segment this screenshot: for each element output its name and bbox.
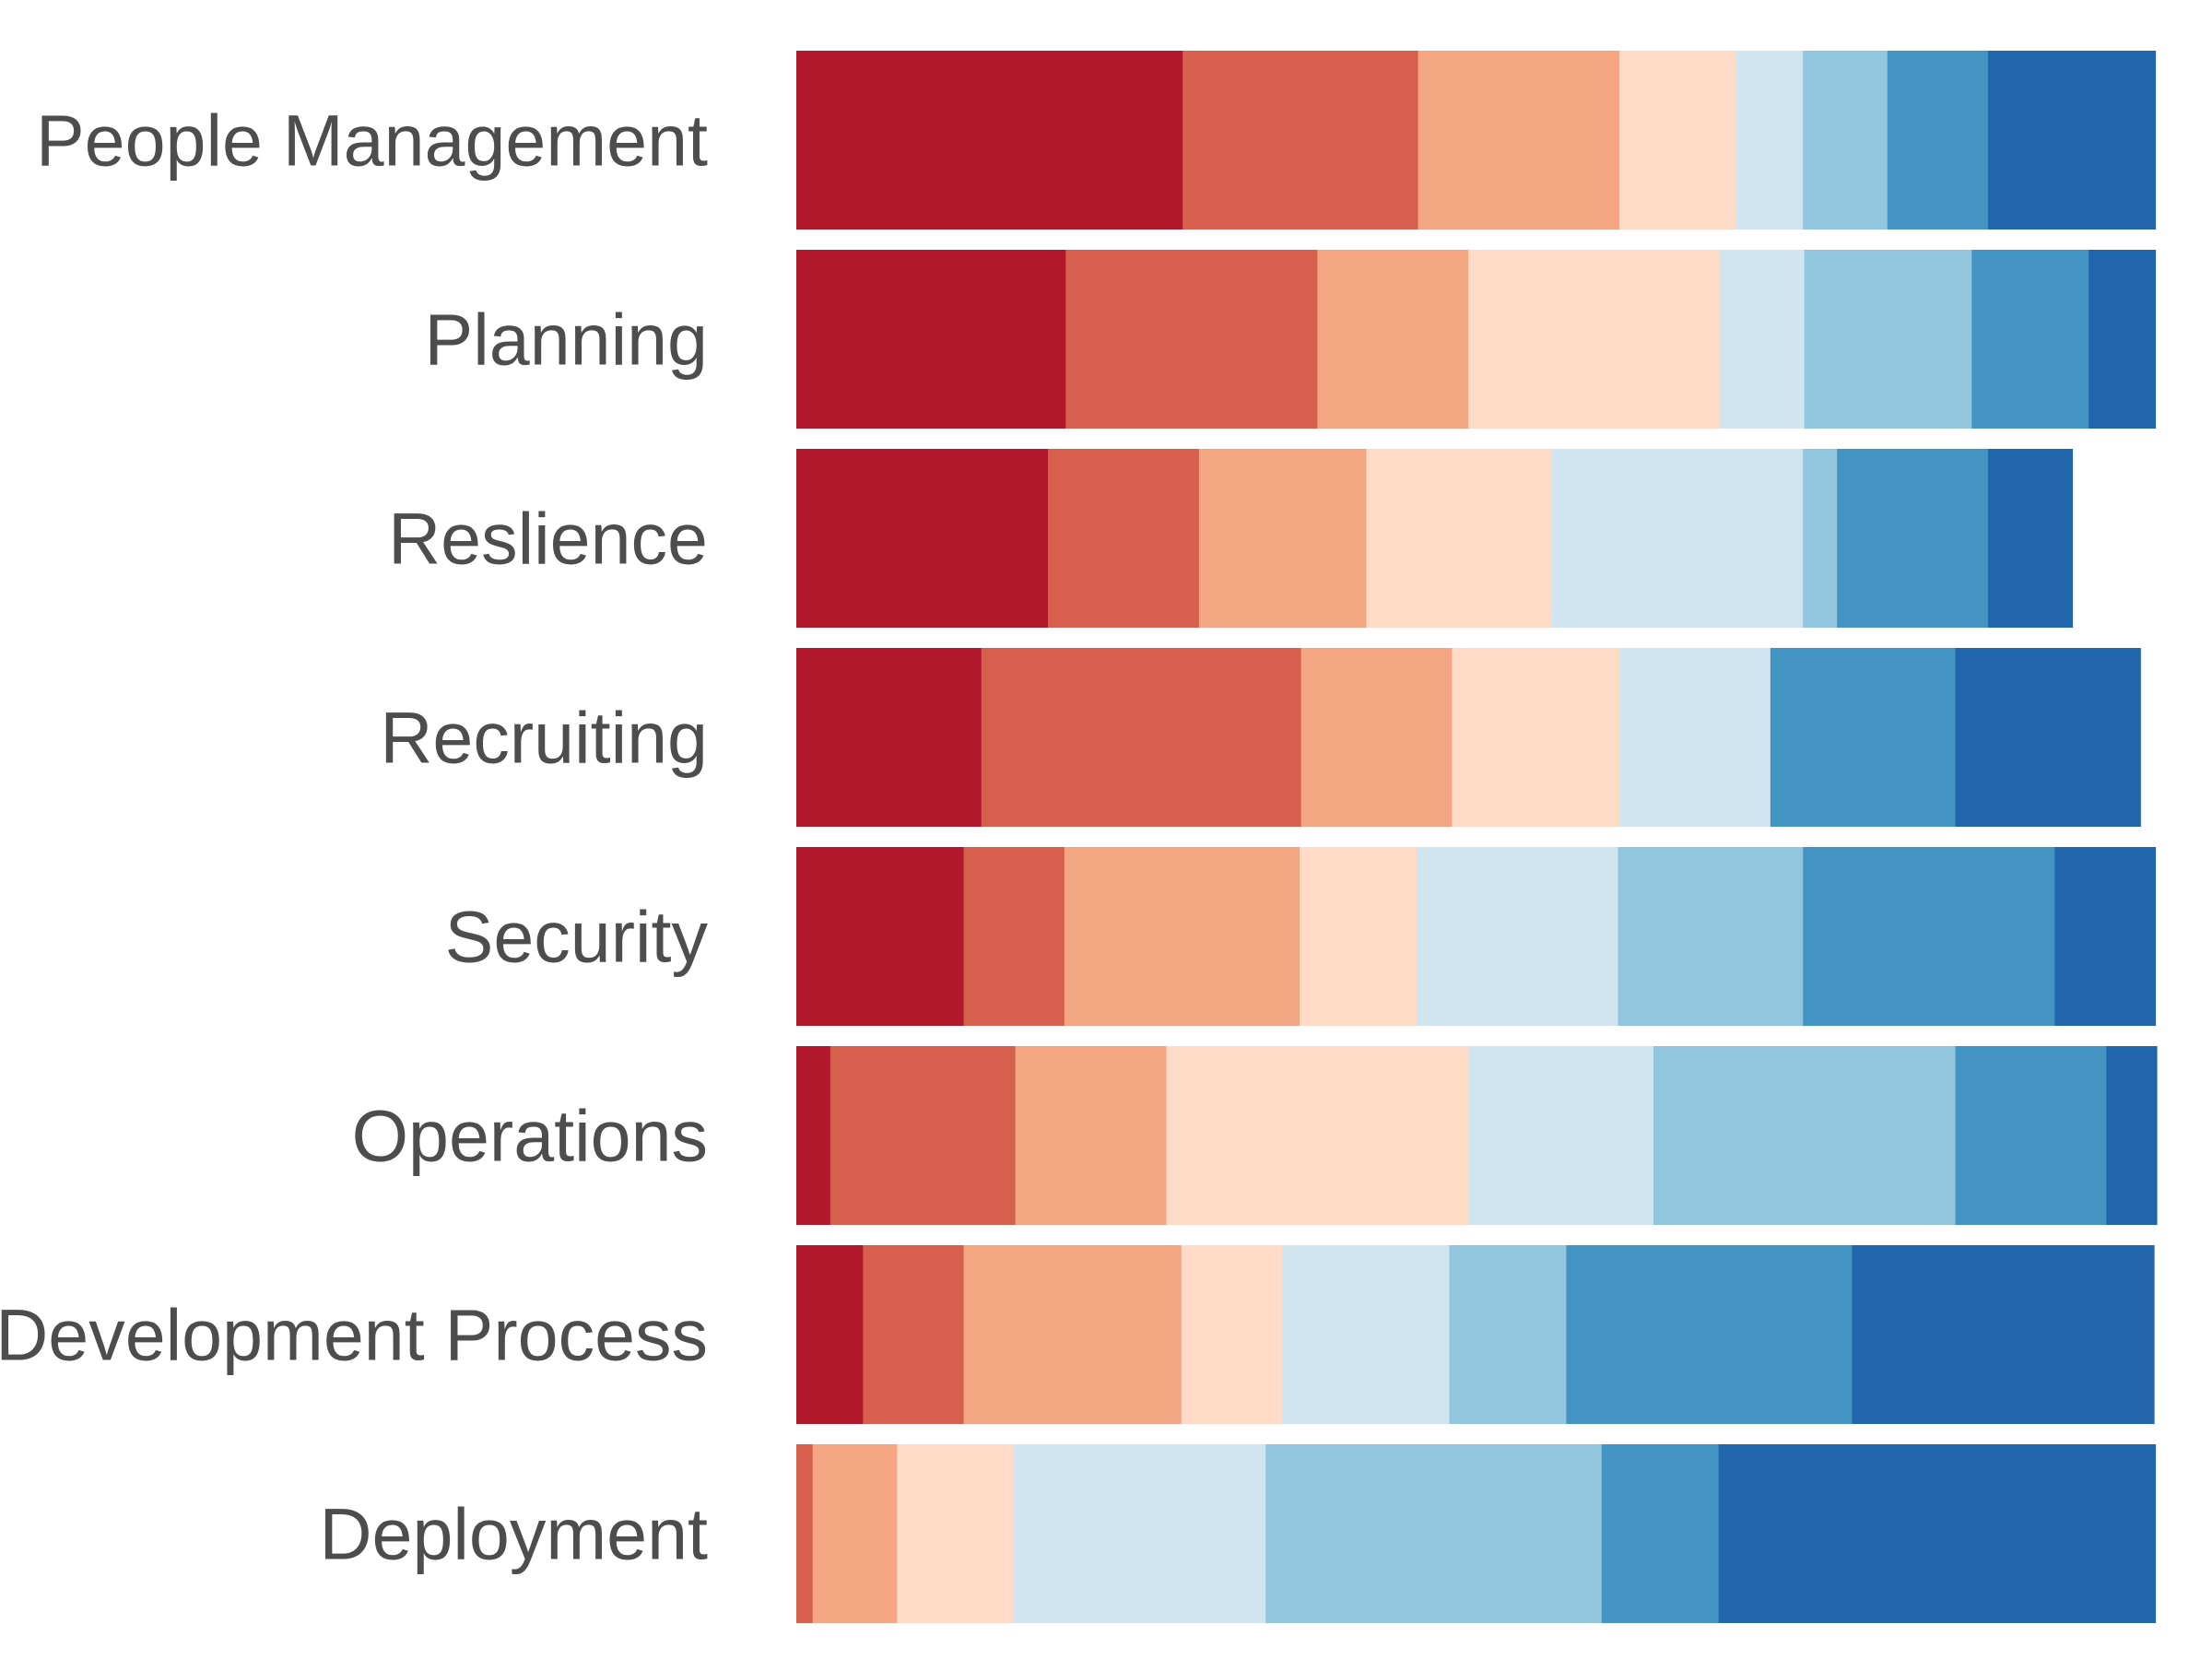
category-label-security: Security xyxy=(445,896,709,978)
bar-segment-reslience-8 xyxy=(1987,449,2074,628)
bar-segment-development-process-1 xyxy=(796,1245,864,1424)
bar-segment-recruiting-2 xyxy=(981,648,1302,827)
bar-segment-security-6 xyxy=(1618,847,1804,1026)
category-label-people-management: People Management xyxy=(36,100,708,182)
bar-segment-people-management-1 xyxy=(796,51,1183,229)
bar-segment-development-process-2 xyxy=(863,1245,965,1424)
bar-segment-reslience-1 xyxy=(796,449,1049,628)
bar-segment-deployment-4 xyxy=(897,1444,1015,1623)
bar-segment-operations-8 xyxy=(2106,1046,2158,1225)
bar-segment-reslience-5 xyxy=(1551,449,1804,628)
bar-segment-operations-1 xyxy=(796,1046,831,1225)
category-labels: People Management Planning Reslience Recrui… xyxy=(0,100,708,1575)
category-label-development-process: Development Process xyxy=(0,1294,708,1376)
bar-segment-development-process-5 xyxy=(1281,1245,1451,1424)
bar-segment-people-management-3 xyxy=(1418,51,1620,229)
bar-segment-operations-3 xyxy=(1015,1046,1168,1225)
bar-segment-recruiting-3 xyxy=(1300,648,1453,827)
bar-segment-planning-8 xyxy=(2088,250,2157,429)
bar-segment-people-management-4 xyxy=(1618,51,1737,229)
bar-segment-recruiting-7 xyxy=(1770,648,1957,827)
bar-segment-people-management-7 xyxy=(1887,51,1989,229)
bar-segment-security-8 xyxy=(2054,847,2157,1026)
bar-segment-reslience-3 xyxy=(1198,449,1368,628)
bar-segment-deployment-8 xyxy=(1718,1444,2157,1623)
bar-segment-security-7 xyxy=(1803,847,2055,1026)
bar-segment-security-5 xyxy=(1417,847,1619,1026)
bar-segment-recruiting-8 xyxy=(1955,648,2141,827)
bar-segment-reslience-7 xyxy=(1837,449,1989,628)
bar-segment-operations-6 xyxy=(1653,1046,1957,1225)
bar-segment-deployment-6 xyxy=(1265,1444,1603,1623)
bars-group xyxy=(796,51,2158,1623)
category-label-deployment: Deployment xyxy=(319,1493,708,1575)
bar-segment-development-process-6 xyxy=(1449,1245,1568,1424)
bar-segment-planning-3 xyxy=(1317,250,1469,429)
bar-segment-operations-7 xyxy=(1955,1046,2107,1225)
bar-segment-planning-7 xyxy=(1971,250,2089,429)
bar-segment-people-management-6 xyxy=(1803,51,1888,229)
bar-segment-deployment-5 xyxy=(1014,1444,1266,1623)
category-label-recruiting: Recruiting xyxy=(380,697,708,779)
bar-segment-recruiting-5 xyxy=(1618,648,1771,827)
bar-segment-planning-2 xyxy=(1065,250,1318,429)
bar-segment-recruiting-4 xyxy=(1452,648,1620,827)
bar-segment-development-process-3 xyxy=(963,1245,1182,1424)
bar-segment-planning-5 xyxy=(1720,250,1806,429)
bar-segment-reslience-2 xyxy=(1048,449,1200,628)
bar-segment-people-management-2 xyxy=(1182,51,1419,229)
bar-segment-people-management-8 xyxy=(1987,51,2157,229)
bar-segment-planning-1 xyxy=(796,250,1066,429)
bar-segment-development-process-4 xyxy=(1181,1245,1283,1424)
category-label-operations: Operations xyxy=(352,1095,708,1177)
bar-segment-security-4 xyxy=(1300,847,1418,1026)
bar-segment-planning-4 xyxy=(1468,250,1721,429)
bar-segment-operations-5 xyxy=(1468,1046,1654,1225)
bar-segment-deployment-2 xyxy=(796,1444,814,1623)
bar-segment-security-1 xyxy=(796,847,965,1026)
bar-segment-security-2 xyxy=(963,847,1065,1026)
bar-segment-deployment-7 xyxy=(1601,1444,1720,1623)
bar-segment-deployment-3 xyxy=(812,1444,898,1623)
bar-segment-recruiting-1 xyxy=(796,648,982,827)
bar-segment-operations-2 xyxy=(830,1046,1017,1225)
bar-segment-operations-4 xyxy=(1166,1046,1469,1225)
bar-segment-reslience-6 xyxy=(1803,449,1838,628)
category-label-planning: Planning xyxy=(425,299,708,381)
bar-segment-reslience-4 xyxy=(1366,449,1552,628)
bar-segment-security-3 xyxy=(1064,847,1300,1026)
bar-segment-development-process-8 xyxy=(1852,1245,2155,1424)
bar-segment-people-management-5 xyxy=(1735,51,1804,229)
category-label-reslience: Reslience xyxy=(388,498,708,580)
bar-segment-planning-6 xyxy=(1804,250,1972,429)
bar-segment-development-process-7 xyxy=(1566,1245,1853,1424)
